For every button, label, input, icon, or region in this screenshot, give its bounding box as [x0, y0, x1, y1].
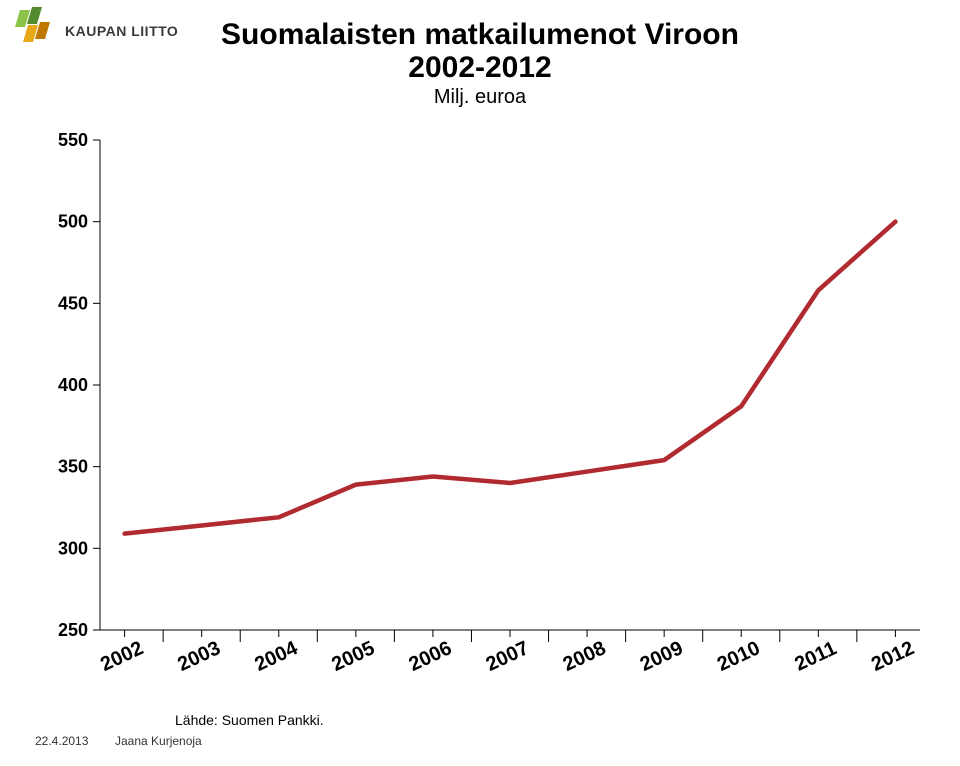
svg-text:2010: 2010 — [714, 637, 764, 676]
source-label: Lähde: Suomen Pankki. — [175, 712, 324, 728]
svg-text:2011: 2011 — [791, 637, 840, 675]
svg-text:400: 400 — [58, 375, 88, 395]
svg-text:2012: 2012 — [868, 637, 918, 676]
svg-text:550: 550 — [58, 130, 88, 150]
footer-date: 22.4.2013 — [35, 734, 88, 748]
chart-unit-label: Milj. euroa — [0, 86, 960, 109]
slide: KAUPAN LIITTO Suomalaisten matkailumenot… — [0, 0, 960, 766]
svg-text:350: 350 — [58, 457, 88, 477]
svg-text:2004: 2004 — [251, 637, 301, 676]
svg-text:2008: 2008 — [560, 637, 610, 676]
svg-text:2005: 2005 — [328, 637, 378, 676]
svg-text:2002: 2002 — [97, 637, 147, 676]
line-chart: 250 300 350 400 450 500 550 2002 2003 2004 2005 200… — [30, 130, 930, 690]
svg-text:500: 500 — [58, 212, 88, 232]
svg-text:2007: 2007 — [483, 637, 533, 676]
svg-text:2003: 2003 — [174, 637, 224, 676]
footer-author: Jaana Kurjenoja — [115, 734, 202, 748]
chart-title-block: Suomalaisten matkailumenot Viroon 2002-2… — [0, 18, 960, 109]
svg-text:2009: 2009 — [637, 637, 687, 676]
chart-title-line1: Suomalaisten matkailumenot Viroon — [0, 18, 960, 51]
chart-title-line2: 2002-2012 — [0, 51, 960, 84]
svg-text:2006: 2006 — [406, 637, 456, 676]
svg-text:450: 450 — [58, 293, 88, 313]
svg-text:250: 250 — [58, 620, 88, 640]
svg-text:300: 300 — [58, 538, 88, 558]
